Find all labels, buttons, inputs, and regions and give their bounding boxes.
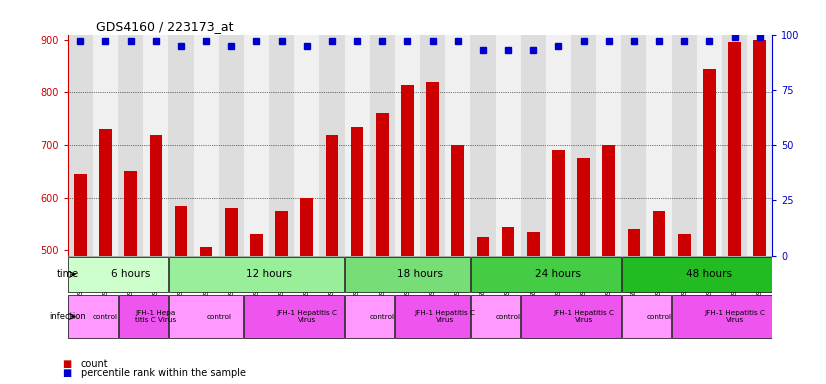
Bar (99, 129, 112, 255)
Bar (596, 35, 621, 255)
Text: control: control (647, 314, 672, 319)
Text: control: control (370, 314, 395, 319)
Bar (520, 35, 546, 255)
Bar (426, 82, 439, 255)
Bar (395, 35, 420, 255)
Bar (150, 134, 162, 255)
Bar (118, 35, 143, 255)
Bar (250, 235, 263, 255)
Bar (244, 295, 344, 338)
Bar (527, 232, 539, 255)
Bar (678, 235, 691, 255)
Bar (471, 257, 621, 292)
Bar (269, 35, 294, 255)
Bar (294, 35, 320, 255)
Bar (546, 35, 571, 255)
Bar (143, 35, 169, 255)
Bar (672, 295, 771, 338)
Bar (452, 145, 464, 255)
Bar (748, 35, 772, 255)
Bar (577, 158, 590, 255)
Text: JFH-1 Hepa
titis C Virus: JFH-1 Hepa titis C Virus (135, 310, 177, 323)
Bar (69, 295, 117, 338)
Bar (647, 35, 672, 255)
Bar (169, 257, 344, 292)
Bar (351, 127, 363, 255)
Text: JFH-1 Hepatitis C
Virus: JFH-1 Hepatitis C Virus (276, 310, 337, 323)
Bar (219, 35, 244, 255)
Bar (621, 35, 647, 255)
Bar (344, 35, 370, 255)
Bar (69, 257, 168, 292)
Bar (622, 257, 771, 292)
Bar (320, 35, 344, 255)
Text: infection: infection (50, 312, 86, 321)
Bar (301, 198, 313, 255)
Bar (622, 295, 672, 338)
Bar (376, 114, 388, 255)
Bar (244, 35, 269, 255)
Bar (729, 43, 741, 255)
Bar (445, 35, 470, 255)
Text: JFH-1 Hepatitis C
Virus: JFH-1 Hepatitis C Virus (553, 310, 614, 323)
Bar (174, 205, 188, 255)
Text: 24 hours: 24 hours (535, 270, 582, 280)
Text: control: control (496, 314, 520, 319)
Bar (93, 35, 118, 255)
Text: 48 hours: 48 hours (686, 270, 733, 280)
Bar (68, 35, 93, 255)
Text: time: time (57, 270, 78, 280)
Bar (125, 171, 137, 255)
Text: 6 hours: 6 hours (111, 270, 150, 280)
Bar (396, 295, 470, 338)
Bar (401, 84, 414, 255)
Bar (275, 211, 288, 255)
Text: 12 hours: 12 hours (246, 270, 292, 280)
Bar (496, 35, 520, 255)
Bar (470, 35, 496, 255)
Text: JFH-1 Hepatitis C
Virus: JFH-1 Hepatitis C Virus (415, 310, 476, 323)
Bar (722, 35, 748, 255)
Bar (653, 211, 666, 255)
Bar (502, 227, 515, 255)
Bar (672, 35, 697, 255)
Bar (345, 257, 470, 292)
Bar (703, 69, 715, 255)
Bar (169, 35, 193, 255)
Text: ■: ■ (62, 368, 71, 378)
Bar (345, 295, 394, 338)
Bar (119, 295, 168, 338)
Bar (225, 208, 238, 255)
Bar (697, 35, 722, 255)
Bar (471, 295, 520, 338)
Bar (74, 174, 87, 255)
Text: control: control (206, 314, 231, 319)
Bar (420, 35, 445, 255)
Bar (602, 145, 615, 255)
Bar (628, 229, 640, 255)
Bar (200, 247, 212, 255)
Bar (521, 295, 621, 338)
Text: 18 hours: 18 hours (397, 270, 443, 280)
Bar (477, 237, 489, 255)
Bar (193, 35, 219, 255)
Text: GDS4160 / 223173_at: GDS4160 / 223173_at (96, 20, 234, 33)
Text: count: count (81, 359, 108, 369)
Text: percentile rank within the sample: percentile rank within the sample (81, 368, 246, 378)
Bar (552, 150, 565, 255)
Bar (169, 295, 244, 338)
Text: control: control (93, 314, 118, 319)
Text: JFH-1 Hepatitis C
Virus: JFH-1 Hepatitis C Virus (704, 310, 765, 323)
Bar (325, 134, 338, 255)
Bar (571, 35, 596, 255)
Bar (753, 40, 766, 255)
Bar (370, 35, 395, 255)
Text: ■: ■ (62, 359, 71, 369)
